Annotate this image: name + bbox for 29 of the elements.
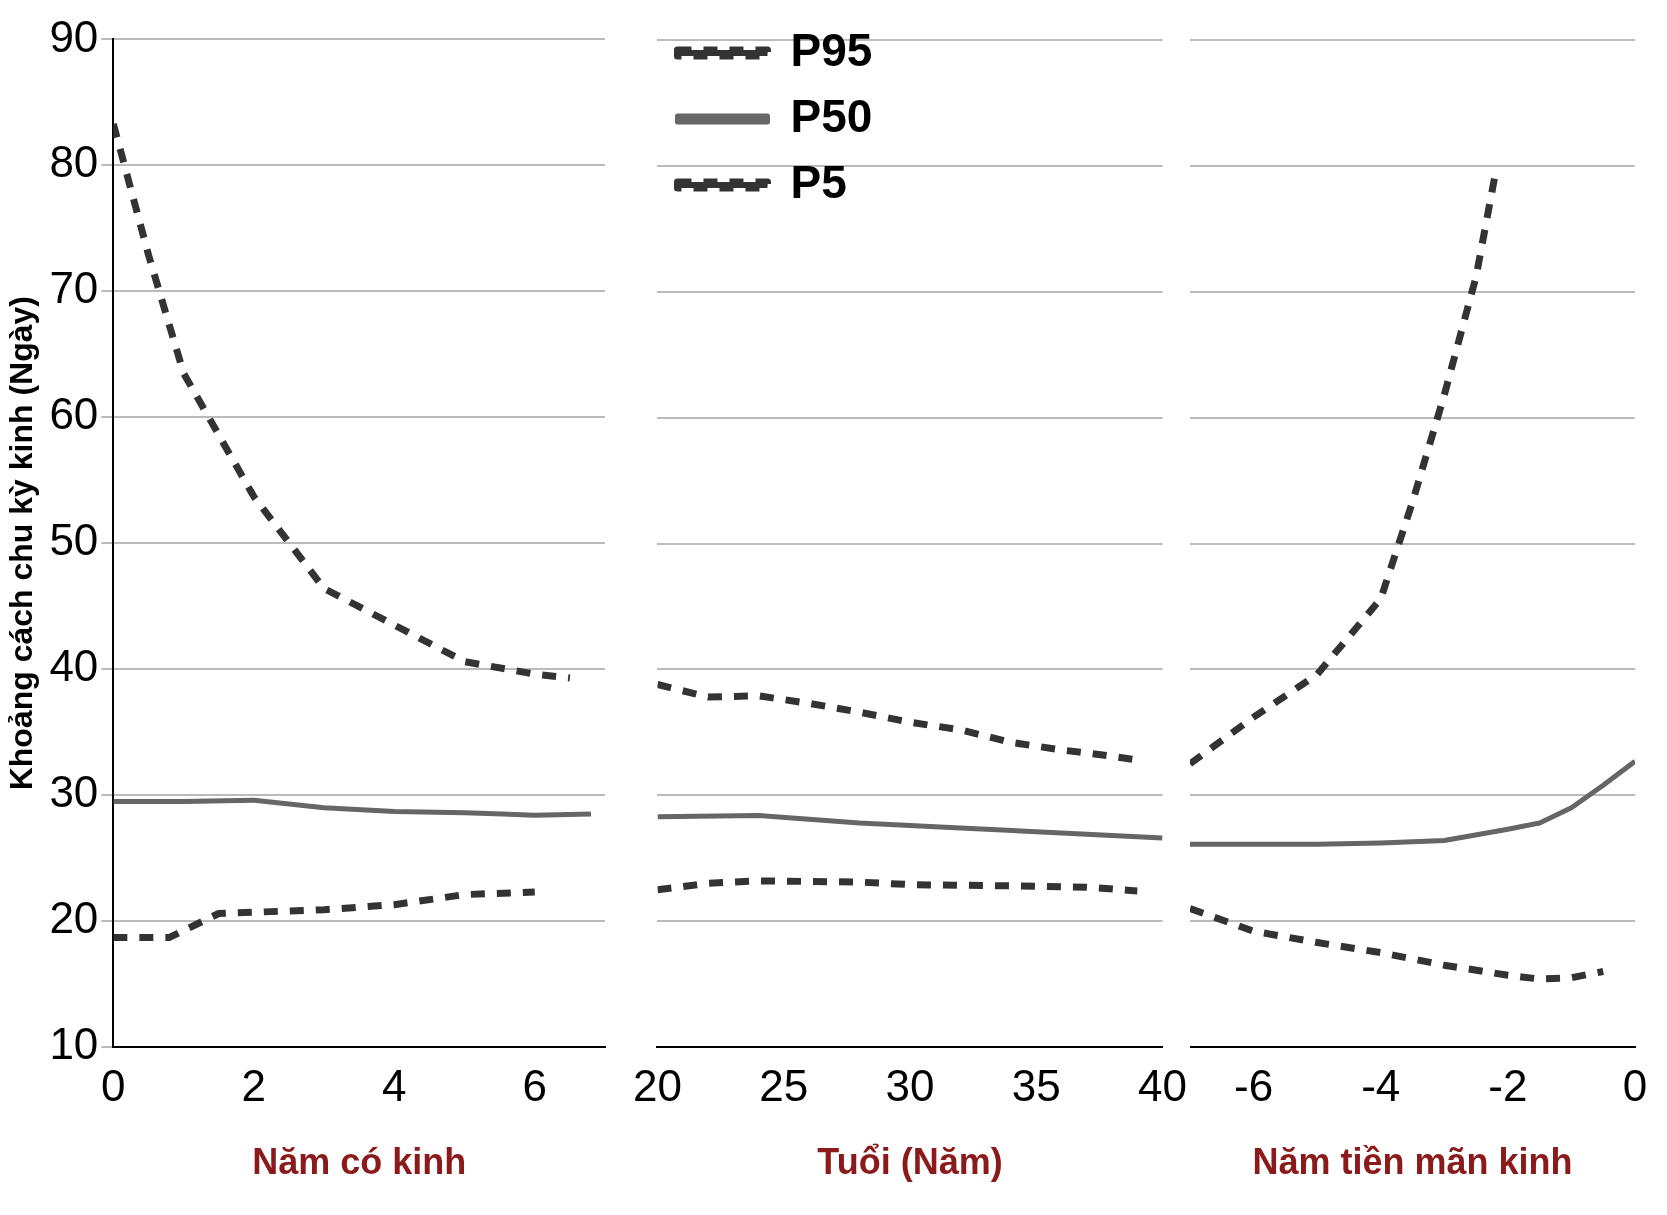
y-tick-label: 30 xyxy=(49,767,99,817)
x-tick-label: -4 xyxy=(1361,1060,1401,1110)
x-axis-title: Năm có kinh xyxy=(252,1141,467,1183)
y-tick-label: 70 xyxy=(49,263,99,313)
legend-label: P95 xyxy=(790,23,873,76)
y-tick-label: 80 xyxy=(49,137,99,187)
y-axis-title: Khoảng cách chu kỳ kinh (Ngày) xyxy=(3,296,40,791)
y-tick-label: 50 xyxy=(49,515,99,565)
y-tick-label: 90 xyxy=(49,11,99,61)
x-tick-label: 35 xyxy=(1011,1060,1061,1110)
x-tick-label: -6 xyxy=(1234,1060,1274,1110)
x-tick-label: 20 xyxy=(632,1060,682,1110)
legend-label: P5 xyxy=(790,155,847,208)
y-tick-label: 60 xyxy=(49,389,99,439)
x-tick-label: 4 xyxy=(382,1060,407,1110)
x-axis-title: Tuổi (Năm) xyxy=(817,1141,1003,1183)
x-tick-label: 25 xyxy=(759,1060,809,1110)
x-tick-label: 0 xyxy=(101,1060,126,1110)
legend-label: P50 xyxy=(790,89,873,142)
y-tick-label: 20 xyxy=(49,893,99,943)
x-tick-label: -2 xyxy=(1488,1060,1528,1110)
x-axis-title: Năm tiền mãn kinh xyxy=(1252,1141,1573,1183)
x-tick-label: 30 xyxy=(885,1060,935,1110)
y-tick-label: 40 xyxy=(49,641,99,691)
x-tick-label: 0 xyxy=(1622,1060,1648,1110)
y-tick-label: 10 xyxy=(49,1019,99,1069)
x-tick-label: 40 xyxy=(1138,1060,1188,1110)
x-tick-label: 6 xyxy=(522,1060,548,1110)
x-tick-label: 2 xyxy=(241,1060,267,1110)
